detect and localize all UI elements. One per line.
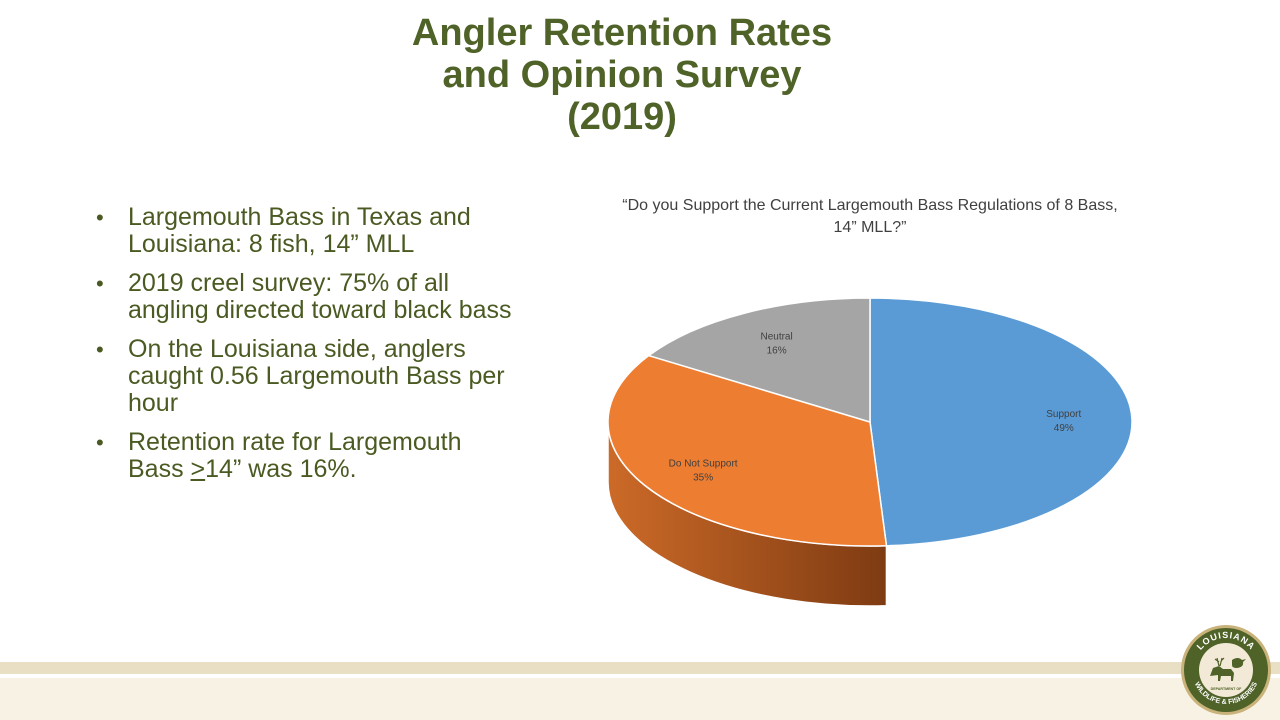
- bullet-dot-icon: •: [96, 205, 104, 230]
- logo-center-text: DEPARTMENT OF: [1211, 687, 1242, 691]
- bullet-dot-icon: •: [96, 337, 104, 362]
- bullet-dot-icon: •: [96, 430, 104, 455]
- bullet-list: • Largemouth Bass in Texas and Louisiana:…: [96, 204, 516, 495]
- bullet-item: • 2019 creel survey: 75% of all angling d…: [96, 269, 512, 324]
- footer-band: [0, 678, 1280, 720]
- bullet-item: • Largemouth Bass in Texas and Louisiana:…: [96, 203, 471, 258]
- data-label-category: Support: [1046, 409, 1081, 420]
- title-line: Angler Retention Rates: [411, 12, 833, 54]
- bullet-item: • Retention rate for Largemouth Bass >14”…: [96, 428, 462, 483]
- deer-icon: [1210, 657, 1234, 681]
- pie-slice-support: [869, 297, 1133, 547]
- ge-symbol: >: [190, 455, 206, 483]
- title-line: (2019): [567, 96, 677, 138]
- data-label-category: Neutral: [760, 332, 792, 343]
- pie-slice-do-not-support: [607, 354, 888, 547]
- ldwf-logo: LOUISIANA WILDLIFE & FISHERIES DEPARTMEN…: [1181, 625, 1271, 715]
- data-label-category: Do Not Support: [669, 459, 738, 470]
- duck-icon: [1232, 658, 1246, 668]
- bullet-item: • On the Louisiana side, anglers caught 0…: [96, 335, 505, 417]
- data-label-value: 49%: [1054, 423, 1074, 434]
- pie-slice-neutral: [647, 297, 871, 424]
- bullet-dot-icon: •: [96, 271, 104, 296]
- data-label-value: 35%: [693, 473, 713, 484]
- data-label-value: 16%: [767, 346, 787, 357]
- footer-line: [0, 662, 1280, 674]
- title-line: and Opinion Survey: [442, 54, 802, 96]
- slide-title: Angler Retention Rates and Opinion Surve…: [0, 12, 1244, 138]
- chart-title: “Do you Support the Current Largemouth B…: [622, 197, 1118, 236]
